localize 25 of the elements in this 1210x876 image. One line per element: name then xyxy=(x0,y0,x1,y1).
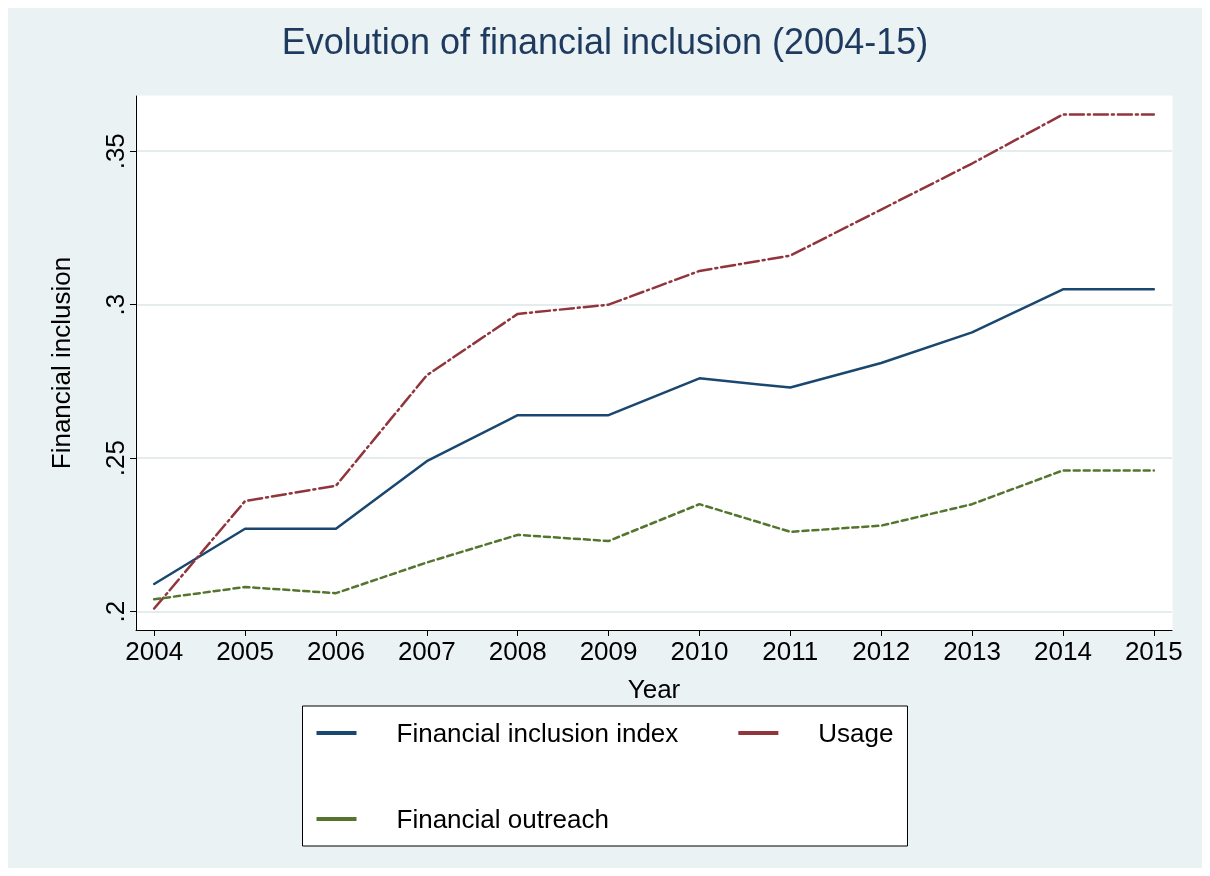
y-tick-label: .35 xyxy=(100,133,130,170)
x-tick-label: 2009 xyxy=(579,636,638,666)
x-tick-label: 2006 xyxy=(307,636,365,666)
x-tick-label: 2008 xyxy=(488,636,547,666)
x-axis-title: Year xyxy=(627,674,681,704)
line-series xyxy=(152,113,1156,610)
y-tick-label: .3 xyxy=(100,293,130,316)
legend-label: Usage xyxy=(818,718,894,748)
x-tick-label: 2004 xyxy=(125,636,184,666)
x-tick-label: 2012 xyxy=(852,636,911,666)
x-tick-label: 2011 xyxy=(762,636,819,666)
line-series xyxy=(152,288,1156,586)
x-tick-label: 2010 xyxy=(670,636,729,666)
y-tick-label: .25 xyxy=(100,440,130,477)
legend-label: Financial outreach xyxy=(396,804,609,834)
line-series xyxy=(152,469,1156,601)
y-tick-label: .2 xyxy=(100,600,130,623)
y-axis-title: Financial inclusion xyxy=(46,256,76,470)
x-tick-label: 2015 xyxy=(1124,636,1183,666)
x-tick-label: 2014 xyxy=(1034,636,1092,666)
x-tick-label: 2013 xyxy=(943,636,1001,666)
chart-title: Evolution of financial inclusion (2004-15) xyxy=(281,20,929,62)
x-tick-label: 2007 xyxy=(397,636,456,666)
legend-label: Financial inclusion index xyxy=(396,718,679,748)
x-tick-label: 2005 xyxy=(216,636,274,666)
